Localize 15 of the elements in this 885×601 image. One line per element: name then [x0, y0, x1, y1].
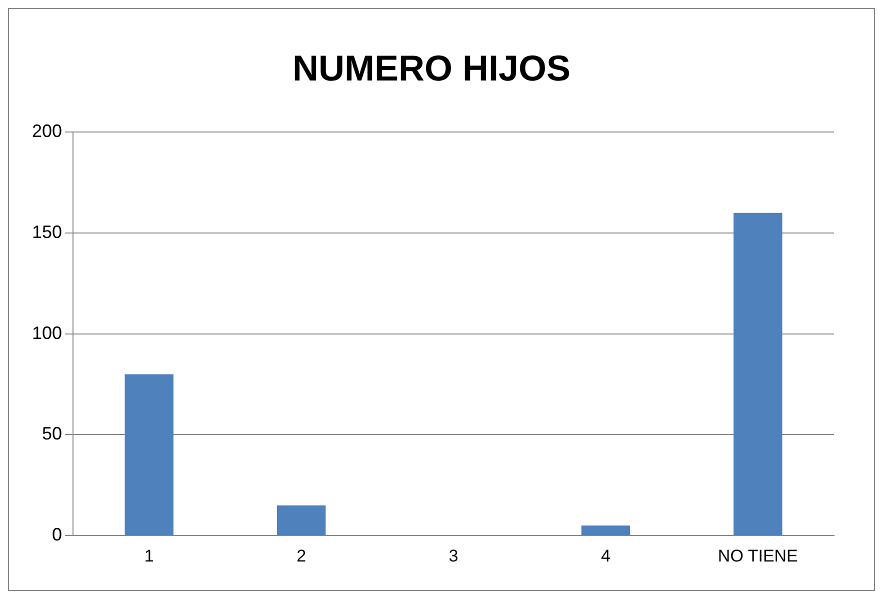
x-tick-label: 4	[600, 546, 610, 566]
chart-title: NUMERO HIJOS	[292, 48, 571, 89]
x-tick-label: 3	[448, 546, 458, 566]
y-tick-label: 0	[52, 524, 62, 545]
bar	[276, 505, 326, 536]
y-tick-label: 50	[42, 424, 62, 444]
y-tick-label: 150	[32, 222, 62, 242]
x-tick-label: 2	[296, 546, 306, 566]
x-tick-label: 1	[144, 546, 154, 566]
x-tick-label: NO TIENE	[718, 546, 798, 566]
bar	[124, 374, 174, 536]
bar	[734, 212, 782, 536]
y-tick-label: 100	[32, 322, 62, 343]
bar	[581, 526, 630, 536]
y-tick-label: 200	[32, 121, 62, 142]
